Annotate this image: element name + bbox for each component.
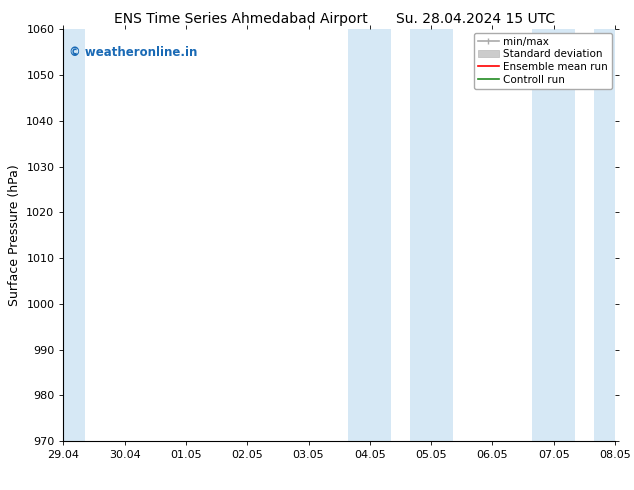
Y-axis label: Surface Pressure (hPa): Surface Pressure (hPa) [8, 164, 21, 306]
Bar [60, 29, 85, 441]
Text: Su. 28.04.2024 15 UTC: Su. 28.04.2024 15 UTC [396, 12, 555, 26]
Bar [410, 29, 453, 441]
Legend: min/max, Standard deviation, Ensemble mean run, Controll run: min/max, Standard deviation, Ensemble me… [474, 32, 612, 89]
Text: ENS Time Series Ahmedabad Airport: ENS Time Series Ahmedabad Airport [114, 12, 368, 26]
Bar [533, 29, 575, 441]
Bar [349, 29, 391, 441]
Bar [593, 29, 618, 441]
Text: © weatheronline.in: © weatheronline.in [69, 46, 197, 59]
